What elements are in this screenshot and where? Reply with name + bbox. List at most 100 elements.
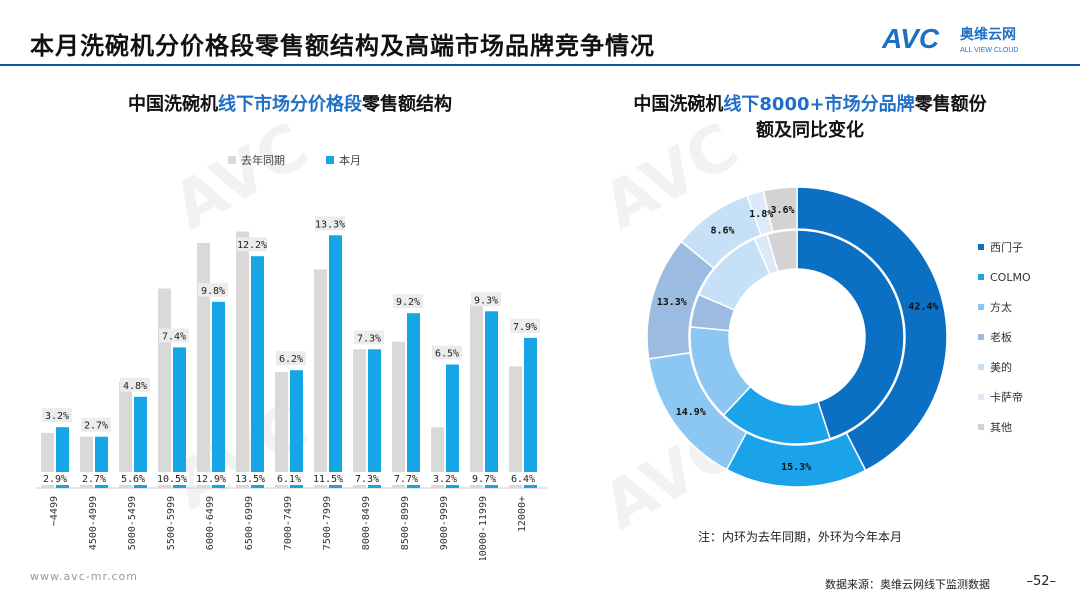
data-label-this-month: 6.2%: [279, 354, 303, 365]
left-title-part3: 零售额结构: [362, 94, 452, 115]
legend-swatch-last-year: [228, 156, 236, 164]
data-label-last-year: 2.9%: [43, 474, 67, 485]
data-label-this-month: 12.2%: [237, 240, 267, 251]
chart-note: 注：内环为去年同期，外环为今年本月: [698, 530, 903, 544]
legend-swatch-this-month: [326, 156, 334, 164]
data-label-last-year: 2.7%: [82, 474, 106, 485]
legend-last-year: 去年同期: [228, 152, 285, 168]
logo-en: ALL VIEW CLOUD: [960, 47, 1018, 54]
data-label-bg: [428, 472, 462, 485]
legend-item: 卡萨帝: [978, 382, 1031, 412]
data-label-this-month: 7.4%: [162, 331, 186, 342]
data-label-last-year: 12.9%: [196, 474, 226, 485]
bar-last-year: [314, 269, 327, 488]
bar-this-month: [446, 364, 459, 488]
bar-last-year: [275, 372, 288, 488]
right-title-part1: 中国洗碗机: [633, 94, 724, 115]
data-label-bg: [315, 216, 345, 231]
category-tick-label: 9000-9999: [439, 496, 450, 550]
legend-label: 西门子: [990, 241, 1023, 254]
bar-last-year: [236, 231, 249, 488]
category-tick-label: 5000-5499: [127, 496, 138, 550]
data-label-bg: [120, 377, 150, 392]
legend-item: 老板: [978, 322, 1031, 352]
right-title-part2: 线下8000+市场分品牌: [723, 94, 915, 115]
bar-last-year: [158, 288, 171, 488]
data-label-this-month: 13.3%: [315, 219, 345, 230]
data-label-bg: [506, 472, 540, 485]
right-title-line2: 额及同比变化: [756, 120, 864, 141]
data-label-this-month: 7.3%: [357, 333, 381, 344]
data-label-this-month: 7.9%: [513, 322, 537, 333]
category-tick-label: 6500-6999: [244, 496, 255, 550]
category-tick-label: 8500-8999: [400, 496, 411, 550]
page-title: 本月洗碗机分价格段零售额结构及高端市场品牌竞争情况: [30, 32, 655, 60]
data-label-bg: [467, 472, 501, 485]
legend-this-month: 本月: [326, 152, 361, 168]
data-source: 数据来源：奥维云网线下监测数据: [825, 578, 990, 591]
avc-logo: AVC 奥维云网 ALL VIEW CLOUD: [882, 23, 1018, 54]
bar-last-year: [470, 303, 483, 488]
data-label-last-year: 7.3%: [355, 474, 379, 485]
slice-label: 13.3%: [657, 297, 687, 308]
data-label-bg: [38, 472, 72, 485]
right-chart-title: 中国洗碗机线下8000+市场分品牌零售额份 额及同比变化: [600, 92, 1020, 144]
bar-last-year: [353, 349, 366, 488]
data-label-bg: [159, 328, 189, 343]
legend-swatch: [978, 304, 984, 310]
category-tick-label: 12000+: [517, 496, 528, 532]
left-title-part1: 中国洗碗机: [128, 94, 218, 115]
data-label-bg: [389, 472, 423, 485]
slice-label: 15.3%: [781, 462, 811, 473]
legend-label: 老板: [990, 331, 1012, 344]
legend-swatch: [978, 364, 984, 370]
category-tick-label: 10000-11999: [478, 496, 489, 560]
category-tick-label: 8000-8499: [361, 496, 372, 550]
slice-label: 8.6%: [710, 225, 734, 236]
bar-last-year: [509, 366, 522, 488]
slice-label: 42.4%: [908, 301, 938, 312]
data-label-bg: [432, 345, 462, 360]
data-label-bg: [510, 318, 540, 333]
category-tick-label: 4500-4999: [88, 496, 99, 550]
category-tick-label: 5500-5999: [166, 496, 177, 550]
legend-swatch: [978, 424, 984, 430]
bar-this-month: [173, 347, 186, 488]
data-label-last-year: 6.4%: [511, 474, 535, 485]
legend-item: 方太: [978, 292, 1031, 322]
legend-item: 其他: [978, 412, 1031, 442]
data-label-last-year: 5.6%: [121, 474, 145, 485]
legend-label: 美的: [990, 361, 1012, 374]
bar-this-month: [368, 349, 381, 488]
data-label-bg: [393, 294, 423, 309]
data-label-bg: [155, 472, 189, 485]
outer-ring-segment: [796, 186, 948, 472]
bar-this-month: [290, 370, 303, 488]
legend-label: 方太: [990, 301, 1012, 314]
bar-last-year: [119, 381, 132, 488]
legend-label-last-year: 去年同期: [241, 154, 285, 167]
data-label-bg: [311, 472, 345, 485]
data-label-bg: [276, 351, 306, 366]
slice-label: 3.6%: [770, 205, 794, 216]
inner-ring-segment: [796, 229, 905, 440]
category-tick-label: 7500-7999: [322, 496, 333, 550]
page-number: –52–: [1026, 574, 1056, 589]
legend-swatch: [978, 244, 984, 250]
data-label-this-month: 3.2%: [45, 411, 69, 422]
logo-mark: AVC: [882, 23, 940, 54]
data-label-last-year: 3.2%: [433, 474, 457, 485]
legend-swatch: [978, 394, 984, 400]
brand-share-donut-chart: 42.4% 15.3% 14.9% 13.3% 8.6% 1.8%3.6%: [646, 186, 948, 488]
data-label-bg: [272, 472, 306, 485]
data-label-this-month: 9.8%: [201, 286, 225, 297]
data-label-bg: [237, 237, 267, 252]
bar-last-year: [197, 242, 210, 488]
data-label-this-month: 6.5%: [435, 349, 459, 360]
bar-this-month: [407, 313, 420, 488]
data-label-bg: [116, 472, 150, 485]
data-label-this-month: 9.2%: [396, 297, 420, 308]
category-tick-label: 7000-7499: [283, 496, 294, 550]
data-label-bg: [194, 472, 228, 485]
data-label-this-month: 2.7%: [84, 421, 108, 432]
